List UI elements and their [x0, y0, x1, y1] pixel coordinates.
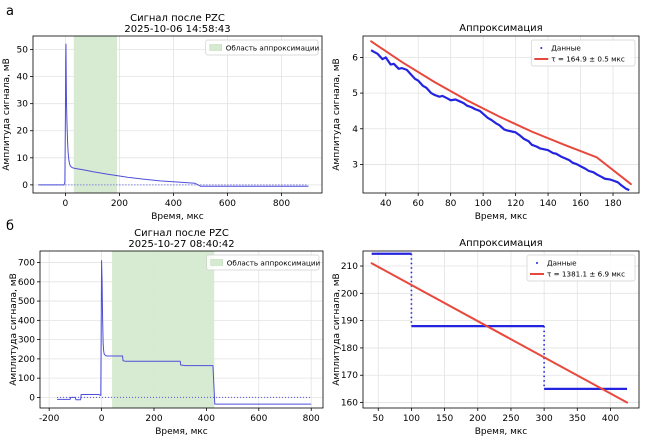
legend-label: Область аппроксимации	[227, 259, 321, 268]
x-tick-label: 400	[602, 414, 619, 424]
x-tick-label: 160	[572, 199, 589, 209]
chart-a-left: 0 200 400 600 800 0 10 20 30 40 50 Время, мкс Амплит…	[2, 13, 323, 222]
x-tick-label: 80	[445, 199, 457, 209]
series-line	[57, 260, 312, 405]
chart-b-left: -200 0 200 400 600 800 0 100 200 300 400 500 600 700 В…	[9, 228, 324, 437]
y-tick-label: 300	[18, 336, 35, 346]
x-tick-label: 400	[165, 199, 182, 209]
y-tick-label: 190	[341, 317, 358, 327]
legend-swatch	[209, 44, 222, 51]
y-axis-label: Амплитуда сигнала, мВ	[332, 273, 342, 385]
legend	[530, 39, 636, 67]
x-tick-label: 200	[111, 199, 128, 209]
x-tick-label: 800	[303, 414, 320, 424]
approx-region	[73, 36, 117, 193]
x-tick-label: 120	[507, 199, 524, 209]
x-tick-label: 600	[250, 414, 267, 424]
x-axis-label: Время, мкс	[475, 212, 528, 222]
y-tick-label: 500	[18, 297, 35, 307]
x-tick-label: -200	[39, 414, 60, 424]
series-line	[38, 43, 309, 187]
x-tick-label: 60	[412, 199, 424, 209]
chart-a-right: 40 60 80 100 120 140 160 180 3 4 5 6 Время, мкс Ампли…	[332, 23, 640, 222]
y-tick-label: 40	[17, 73, 29, 83]
legend	[206, 254, 320, 271]
x-tick-label: 400	[198, 414, 215, 424]
y-tick-label: 50	[17, 46, 29, 56]
x-tick-label: 350	[569, 414, 586, 424]
chart-subtitle: 2025-10-06 14:58:43	[124, 24, 230, 35]
legend-label: Данные	[547, 259, 577, 268]
y-tick-label: 20	[17, 127, 29, 137]
x-tick-label: 150	[436, 414, 453, 424]
chart-title: Аппроксимация	[459, 238, 542, 249]
x-axis-label: Время, мкс	[475, 427, 528, 437]
x-tick-label: 40	[380, 199, 392, 209]
legend-label: τ = 164.9 ± 0.5 мкс	[551, 55, 625, 64]
y-tick-label: 700	[18, 259, 35, 269]
y-tick-label: 210	[341, 262, 358, 272]
y-tick-label: 100	[18, 374, 35, 384]
y-tick-label: 160	[341, 399, 358, 409]
x-tick-label: 180	[604, 199, 621, 209]
chart-title: Сигнал после PZC	[134, 228, 229, 239]
x-tick-label: 100	[403, 414, 420, 424]
y-tick-label: 400	[18, 316, 35, 326]
row-label-b: б	[6, 219, 14, 234]
y-tick-label: 6	[352, 53, 358, 63]
x-tick-label: 600	[219, 199, 236, 209]
approx-region	[112, 251, 215, 408]
x-tick-label: 0	[99, 414, 105, 424]
x-tick-label: 100	[475, 199, 492, 209]
y-tick-label: 200	[341, 289, 358, 299]
y-tick-label: 10	[17, 154, 29, 164]
y-axis-label: Амплитуда сигнала, мВ	[9, 273, 19, 385]
x-axis-label: Время, мкс	[151, 212, 204, 222]
chart-title: Аппроксимация	[459, 23, 542, 34]
legend	[526, 254, 636, 282]
y-tick-label: 30	[17, 100, 29, 110]
legend-swatch	[210, 259, 223, 266]
y-tick-label: 3	[352, 160, 358, 170]
y-tick-label: 180	[341, 344, 358, 354]
chart-subtitle: 2025-10-27 08:40:42	[128, 239, 234, 250]
y-tick-label: 170	[341, 371, 358, 381]
y-tick-label: 4	[352, 125, 358, 135]
x-tick-label: 0	[63, 199, 69, 209]
plot-frame	[362, 250, 640, 409]
data-points	[370, 49, 630, 192]
fit-line	[370, 262, 629, 404]
y-tick-label: 600	[18, 278, 35, 288]
legend	[205, 39, 319, 56]
y-tick-label: 0	[29, 393, 35, 403]
legend-label: Область аппроксимации	[226, 44, 320, 53]
x-tick-label: 140	[539, 199, 556, 209]
y-tick-label: 0	[22, 181, 28, 191]
x-tick-label: 200	[469, 414, 486, 424]
plot-frame	[32, 35, 323, 194]
y-axis-label: Амплитуда сигнала, мВ	[2, 58, 12, 170]
y-axis-label: Амплитуда сигнала, мВ	[332, 58, 342, 170]
x-tick-label: 50	[373, 414, 385, 424]
y-tick-label: 200	[18, 355, 35, 365]
fit-line	[370, 40, 632, 186]
x-tick-label: 200	[145, 414, 162, 424]
y-tick-label: 5	[352, 89, 358, 99]
chart-b-right: 50 100 150 200 250 300 350 400 160 170 180 190 200 21…	[332, 238, 640, 437]
legend-label: Данные	[551, 44, 581, 53]
x-tick-label: 300	[536, 414, 553, 424]
plot-frame	[362, 35, 640, 194]
plot-frame	[39, 250, 324, 409]
legend-label: τ = 1381.1 ± 6.9 мкс	[547, 270, 625, 279]
chart-title: Сигнал после PZC	[130, 13, 225, 24]
legend-swatch	[536, 262, 538, 264]
row-label-a: а	[6, 4, 14, 19]
legend-swatch	[540, 47, 543, 49]
x-tick-label: 250	[502, 414, 519, 424]
x-axis-label: Время, мкс	[155, 427, 208, 437]
x-tick-label: 800	[273, 199, 290, 209]
